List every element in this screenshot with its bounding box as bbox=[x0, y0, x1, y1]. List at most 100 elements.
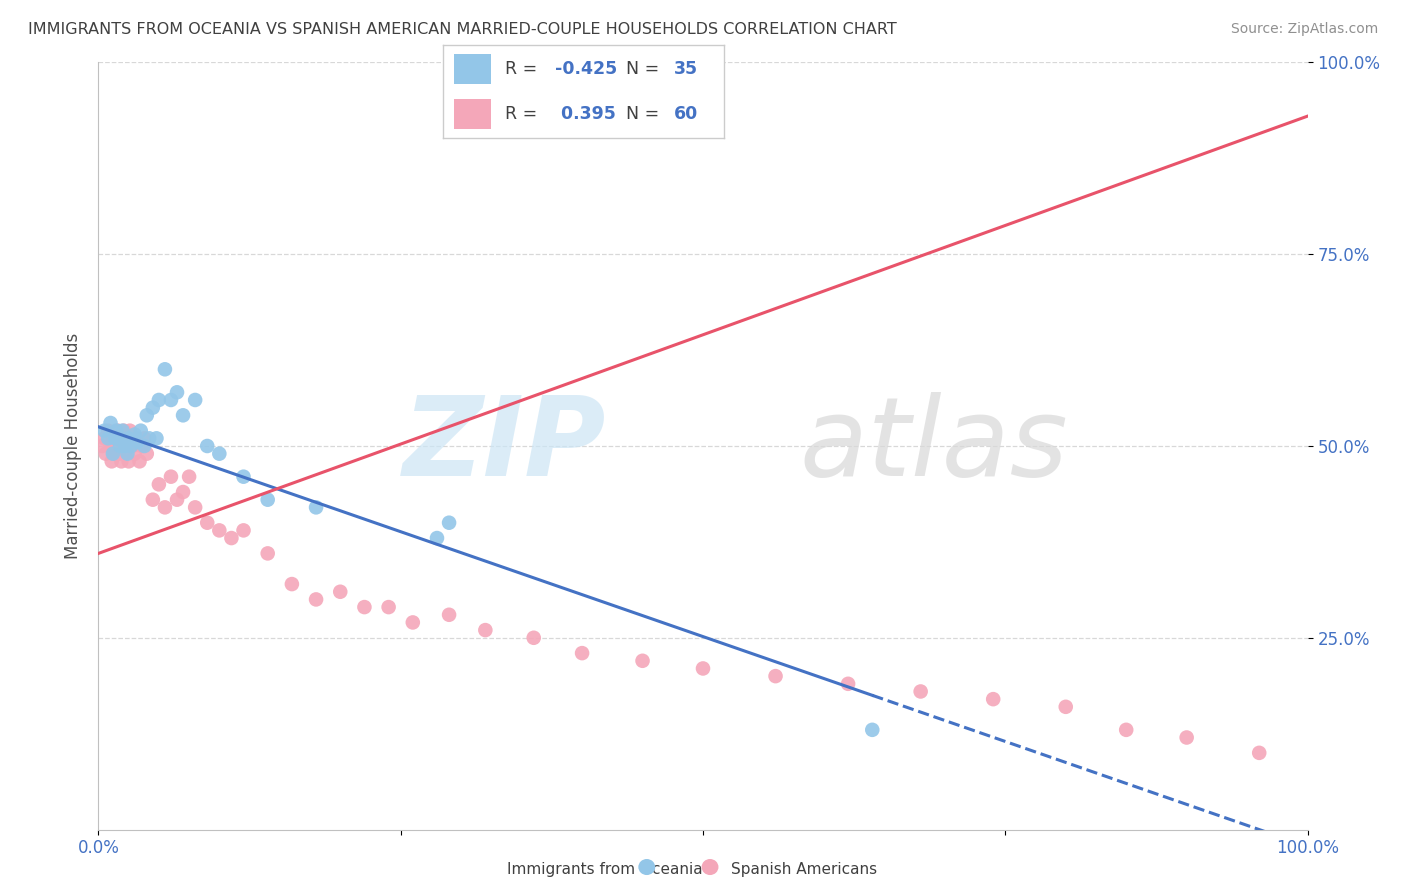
Text: IMMIGRANTS FROM OCEANIA VS SPANISH AMERICAN MARRIED-COUPLE HOUSEHOLDS CORRELATIO: IMMIGRANTS FROM OCEANIA VS SPANISH AMERI… bbox=[28, 22, 897, 37]
Point bbox=[93, 424, 115, 438]
Point bbox=[105, 439, 128, 453]
Bar bbox=[454, 99, 491, 129]
Point bbox=[692, 661, 714, 675]
Point bbox=[117, 439, 139, 453]
Point bbox=[118, 431, 141, 445]
Text: N =: N = bbox=[626, 105, 665, 123]
Point bbox=[94, 447, 117, 461]
Text: Source: ZipAtlas.com: Source: ZipAtlas.com bbox=[1230, 22, 1378, 37]
Point bbox=[208, 524, 231, 538]
Point bbox=[184, 392, 207, 407]
Point bbox=[221, 531, 243, 545]
Point bbox=[134, 439, 156, 453]
Point bbox=[981, 692, 1004, 706]
Point bbox=[426, 531, 449, 545]
Point bbox=[105, 424, 128, 438]
Point bbox=[114, 439, 136, 453]
Point bbox=[135, 447, 157, 461]
Point bbox=[131, 439, 153, 453]
Point bbox=[111, 424, 134, 438]
Text: R =: R = bbox=[505, 105, 543, 123]
Point bbox=[160, 392, 183, 407]
Point bbox=[124, 427, 146, 442]
Point bbox=[142, 492, 165, 507]
Point bbox=[128, 454, 150, 468]
Point bbox=[112, 424, 135, 438]
Point bbox=[108, 447, 131, 461]
Point bbox=[437, 607, 460, 622]
Text: atlas: atlas bbox=[800, 392, 1069, 500]
Point bbox=[377, 600, 399, 615]
Text: Immigrants from Oceania: Immigrants from Oceania bbox=[508, 863, 703, 877]
Bar bbox=[454, 54, 491, 84]
Point bbox=[1175, 731, 1198, 745]
Text: R =: R = bbox=[505, 60, 543, 78]
Text: 60: 60 bbox=[673, 105, 697, 123]
Point bbox=[860, 723, 883, 737]
Point bbox=[103, 447, 125, 461]
Point bbox=[104, 431, 127, 445]
Point bbox=[118, 424, 141, 438]
Point bbox=[127, 435, 149, 450]
Point bbox=[153, 500, 176, 515]
Point bbox=[172, 485, 194, 500]
Point bbox=[837, 677, 859, 691]
Point bbox=[166, 492, 188, 507]
Point bbox=[232, 524, 254, 538]
Point bbox=[166, 385, 188, 400]
Point bbox=[118, 454, 141, 468]
Text: N =: N = bbox=[626, 60, 665, 78]
Point bbox=[256, 492, 278, 507]
Point bbox=[101, 447, 124, 461]
Point bbox=[91, 439, 114, 453]
Point bbox=[195, 439, 218, 453]
Point bbox=[120, 439, 142, 453]
Y-axis label: Married-couple Households: Married-couple Households bbox=[63, 333, 82, 559]
Point bbox=[148, 392, 170, 407]
Point bbox=[108, 431, 131, 445]
Point bbox=[111, 439, 134, 453]
Point bbox=[100, 454, 122, 468]
Point bbox=[129, 424, 152, 438]
Text: Spanish Americans: Spanish Americans bbox=[731, 863, 877, 877]
Point bbox=[195, 516, 218, 530]
Text: 35: 35 bbox=[673, 60, 697, 78]
Point bbox=[153, 362, 176, 376]
Point bbox=[124, 447, 146, 461]
Point bbox=[114, 447, 136, 461]
Point bbox=[305, 500, 328, 515]
Point bbox=[97, 431, 120, 445]
Point bbox=[523, 631, 546, 645]
Point bbox=[437, 516, 460, 530]
Point bbox=[121, 439, 143, 453]
Point bbox=[1054, 699, 1077, 714]
Point bbox=[101, 431, 124, 445]
Point bbox=[145, 431, 167, 445]
Point bbox=[1249, 746, 1271, 760]
Point bbox=[134, 431, 156, 445]
Point bbox=[184, 500, 207, 515]
Point bbox=[305, 592, 328, 607]
Point bbox=[107, 424, 129, 438]
Point bbox=[329, 584, 352, 599]
Point bbox=[148, 477, 170, 491]
Point bbox=[765, 669, 787, 683]
Point bbox=[172, 409, 194, 423]
Text: -0.425: -0.425 bbox=[555, 60, 617, 78]
Point bbox=[100, 416, 122, 430]
Point bbox=[353, 600, 375, 615]
Point bbox=[232, 469, 254, 483]
Point bbox=[256, 546, 278, 560]
Point bbox=[631, 654, 654, 668]
Text: 0.395: 0.395 bbox=[555, 105, 616, 123]
Point bbox=[93, 431, 115, 445]
Point bbox=[97, 424, 120, 438]
Point bbox=[474, 623, 496, 637]
Point bbox=[571, 646, 593, 660]
Point bbox=[142, 401, 165, 415]
Point bbox=[179, 469, 201, 483]
Point bbox=[135, 409, 157, 423]
Point bbox=[117, 447, 139, 461]
Point bbox=[100, 439, 122, 453]
Point bbox=[208, 447, 231, 461]
